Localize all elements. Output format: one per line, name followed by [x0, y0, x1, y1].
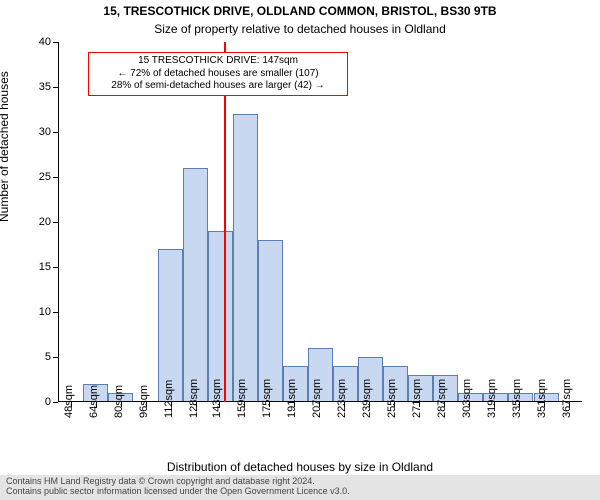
- ytick-label: 5: [26, 351, 51, 363]
- ytick-mark: [53, 357, 58, 358]
- ytick-label: 25: [26, 171, 51, 183]
- chart-title: 15, TRESCOTHICK DRIVE, OLDLAND COMMON, B…: [0, 4, 600, 18]
- histogram-bar: [183, 168, 208, 402]
- y-axis-label: Number of detached houses: [0, 71, 11, 222]
- annotation-line: 15 TRESCOTHICK DRIVE: 147sqm: [95, 55, 341, 68]
- property-marker-line: [224, 42, 226, 402]
- ytick-mark: [53, 42, 58, 43]
- footer: Contains HM Land Registry data © Crown c…: [0, 475, 600, 500]
- ytick-mark: [53, 87, 58, 88]
- ytick-label: 35: [26, 81, 51, 93]
- chart-container: 15, TRESCOTHICK DRIVE, OLDLAND COMMON, B…: [0, 0, 600, 500]
- chart-subtitle: Size of property relative to detached ho…: [0, 22, 600, 36]
- ytick-mark: [53, 402, 58, 403]
- annotation-line: ← 72% of detached houses are smaller (10…: [95, 68, 341, 81]
- ytick-label: 30: [26, 126, 51, 138]
- annotation-box: 15 TRESCOTHICK DRIVE: 147sqm← 72% of det…: [88, 52, 348, 96]
- footer-line-2: Contains public sector information licen…: [6, 487, 594, 497]
- ytick-mark: [53, 312, 58, 313]
- ytick-label: 10: [26, 306, 51, 318]
- annotation-line: 28% of semi-detached houses are larger (…: [95, 80, 341, 93]
- ytick-label: 40: [26, 36, 51, 48]
- ytick-mark: [53, 177, 58, 178]
- ytick-label: 0: [26, 396, 51, 408]
- histogram-bar: [208, 231, 233, 402]
- histogram-bar: [233, 114, 258, 402]
- ytick-label: 15: [26, 261, 51, 273]
- ytick-mark: [53, 267, 58, 268]
- ytick-mark: [53, 132, 58, 133]
- ytick-mark: [53, 222, 58, 223]
- histogram-bar: [258, 240, 283, 402]
- y-axis-line: [58, 42, 59, 402]
- ytick-label: 20: [26, 216, 51, 228]
- x-axis-label: Distribution of detached houses by size …: [0, 460, 600, 474]
- plot-area: 051015202530354048sqm64sqm80sqm96sqm112s…: [58, 42, 582, 402]
